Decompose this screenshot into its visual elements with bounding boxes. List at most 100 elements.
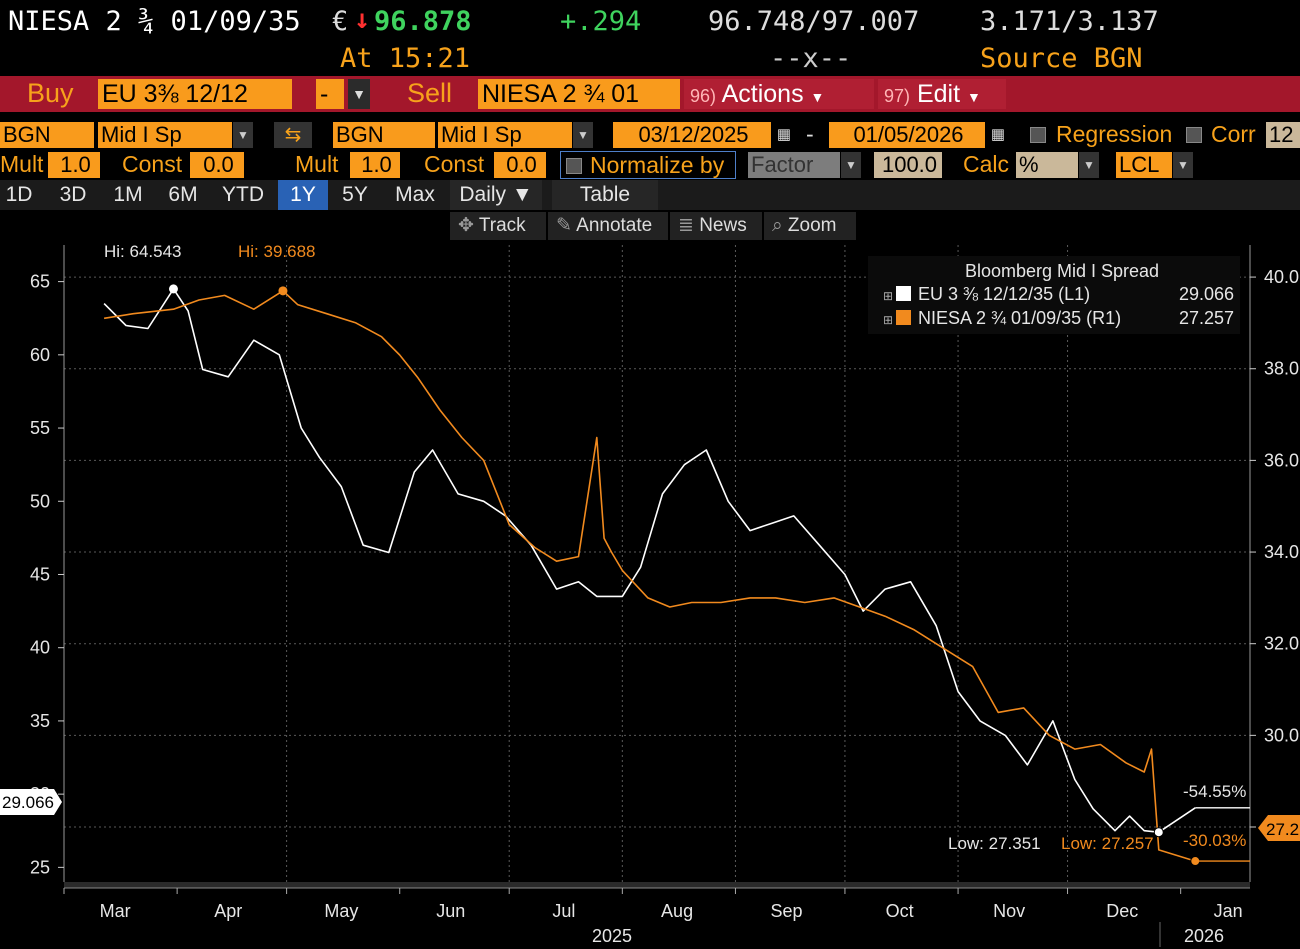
normalize-box[interactable]: Normalize by — [560, 151, 736, 179]
month-label: May — [324, 901, 358, 921]
left-tick-label: 55 — [30, 418, 50, 438]
left-tick-label: 40 — [30, 638, 50, 658]
tab-5y[interactable]: 5Y — [342, 183, 368, 206]
corr-checkbox[interactable] — [1186, 127, 1202, 143]
calc-select[interactable]: % — [1016, 152, 1078, 178]
right-tick-label: 38.0 — [1264, 359, 1299, 379]
annotate-button[interactable]: ✎ Annotate — [548, 212, 668, 240]
actions-button[interactable]: 96) Actions ▼ — [684, 79, 874, 109]
tab-3d[interactable]: 3D — [59, 183, 87, 206]
bid-ask: 96.748/97.007 — [708, 6, 920, 37]
legend-entry-eu: EU 3 ⅜ 12/12/35 (L1) — [918, 284, 1090, 304]
table-button[interactable]: Table — [552, 180, 658, 210]
tab-max[interactable]: Max — [395, 183, 435, 206]
regression-checkbox[interactable] — [1030, 127, 1046, 143]
mult1-field[interactable]: 1.0 — [48, 152, 100, 178]
field1-dropdown-icon[interactable]: ▼ — [233, 122, 253, 148]
track-label: Track — [478, 215, 526, 236]
spread-chart[interactable]: 253035404550556065 28.030.032.034.036.03… — [0, 240, 1300, 949]
chart-series — [103, 288, 1196, 862]
last-price: 96.878 — [374, 6, 472, 37]
tab-ytd[interactable]: YTD — [222, 183, 264, 206]
factor-select[interactable]: Factor — [748, 152, 840, 178]
month-label: Dec — [1106, 901, 1138, 921]
factor-value-field[interactable]: 100.0 — [874, 152, 942, 178]
start-date-field[interactable]: 03/12/2025 — [613, 122, 771, 148]
end-calendar-icon[interactable]: ▦ — [988, 122, 1008, 148]
track-button[interactable]: ✥ Track — [450, 212, 546, 240]
legend-expand-icon[interactable]: ⊞ — [883, 313, 893, 327]
legend-expand-icon[interactable]: ⊞ — [883, 289, 893, 303]
left-tick-label: 25 — [30, 857, 50, 877]
change-label-eu: -54.55% — [1183, 782, 1246, 801]
left-tick-label: 45 — [30, 564, 50, 584]
month-label: Mar — [100, 901, 131, 921]
yield-bid-ask: 3.171/3.137 — [980, 6, 1159, 37]
date-separator: - — [806, 121, 814, 147]
frequency-dropdown[interactable]: Daily ▼ — [450, 180, 542, 210]
left-y-axis: 253035404550556065 — [30, 245, 65, 882]
buy-side-field[interactable]: - — [316, 79, 344, 109]
low-label-niesa: Low: 27.257 — [1061, 834, 1154, 853]
sell-security-field[interactable]: NIESA 2 ¾ 01 — [478, 79, 680, 109]
legend-value-niesa: 27.257 — [1179, 308, 1234, 328]
tab-1m[interactable]: 1M — [113, 183, 143, 206]
normalize-checkbox[interactable] — [566, 158, 582, 174]
calc-dropdown-icon[interactable]: ▼ — [1079, 152, 1099, 178]
last-value-tag-eu — [0, 789, 62, 815]
left-tick-label: 60 — [30, 345, 50, 365]
high-marker-niesa — [278, 286, 288, 296]
news-button[interactable]: ≣ News — [670, 212, 762, 240]
currency-dropdown-icon[interactable]: ▼ — [1173, 152, 1193, 178]
source2-field[interactable]: BGN — [333, 122, 435, 148]
edit-button[interactable]: 97) Edit ▼ — [878, 79, 1006, 109]
legend-background — [868, 256, 1240, 334]
end-date-field[interactable]: 01/05/2026 — [829, 122, 985, 148]
normalize-label: Normalize by — [590, 152, 725, 178]
right-tick-label: 40.0 — [1264, 267, 1299, 287]
month-label: Aug — [661, 901, 693, 921]
zoom-button[interactable]: ⌕ Zoom — [764, 212, 856, 240]
currency-select[interactable]: LCL — [1116, 152, 1172, 178]
regression-label: Regression — [1056, 121, 1173, 147]
right-tick-label: 32.0 — [1264, 634, 1299, 654]
month-label: Apr — [214, 901, 242, 921]
swap-icon[interactable]: ⇆ — [274, 122, 312, 148]
mult2-field[interactable]: 1.0 — [350, 152, 400, 178]
year-label-2026: 2026 — [1184, 926, 1224, 946]
field1-select[interactable]: Mid I Sp — [98, 122, 232, 148]
tab-6m[interactable]: 6M — [168, 183, 198, 206]
legend-swatch-eu — [896, 286, 911, 301]
chart-annotations — [168, 284, 1250, 867]
source1-field[interactable]: BGN — [0, 122, 94, 148]
factor-dropdown-icon[interactable]: ▼ — [841, 152, 861, 178]
series-line-eu — [103, 288, 1196, 834]
tab-1d[interactable]: 1D — [5, 183, 33, 206]
start-calendar-icon[interactable]: ▦ — [774, 122, 794, 148]
corr-window-field[interactable]: 12 — [1266, 122, 1300, 148]
field2-dropdown-icon[interactable]: ▼ — [573, 122, 593, 148]
tab-bar-filler — [660, 180, 1300, 210]
buy-security-field[interactable]: EU 3⅜ 12/12 — [98, 79, 292, 109]
last-value-tag-niesa — [1258, 815, 1300, 841]
period-tabs: 1D 3D 1M 6M YTD 1Y 5Y Max Daily ▼ Table — [0, 180, 1300, 210]
right-tick-label: 30.0 — [1264, 725, 1299, 745]
left-tick-label: 65 — [30, 272, 50, 292]
pencil-icon: ✎ — [556, 215, 572, 236]
corr-label: Corr — [1211, 121, 1256, 147]
right-tick-label: 34.0 — [1264, 542, 1299, 562]
high-marker-eu — [168, 284, 178, 294]
change-label-niesa: -30.03% — [1183, 831, 1246, 850]
field2-select[interactable]: Mid I Sp — [438, 122, 572, 148]
zoom-label: Zoom — [787, 215, 837, 236]
tab-1y[interactable]: 1Y — [278, 180, 328, 210]
buy-side-dropdown-icon[interactable]: ▼ — [348, 79, 370, 109]
x-axis: Mar Apr May Jun Jul Aug Sep Oct Nov Dec Jan — [63, 882, 1250, 921]
const2-field[interactable]: 0.0 — [494, 152, 546, 178]
pricing-source: Source BGN — [980, 43, 1143, 74]
low-label-eu: Low: 27.351 — [948, 834, 1041, 853]
chart-legend: Bloomberg Mid I Spread ⊞ EU 3 ⅜ 12/12/35… — [868, 256, 1240, 334]
const1-field[interactable]: 0.0 — [190, 152, 244, 178]
last-value-eu: 29.066 — [2, 793, 54, 812]
month-label: Jan — [1214, 901, 1243, 921]
